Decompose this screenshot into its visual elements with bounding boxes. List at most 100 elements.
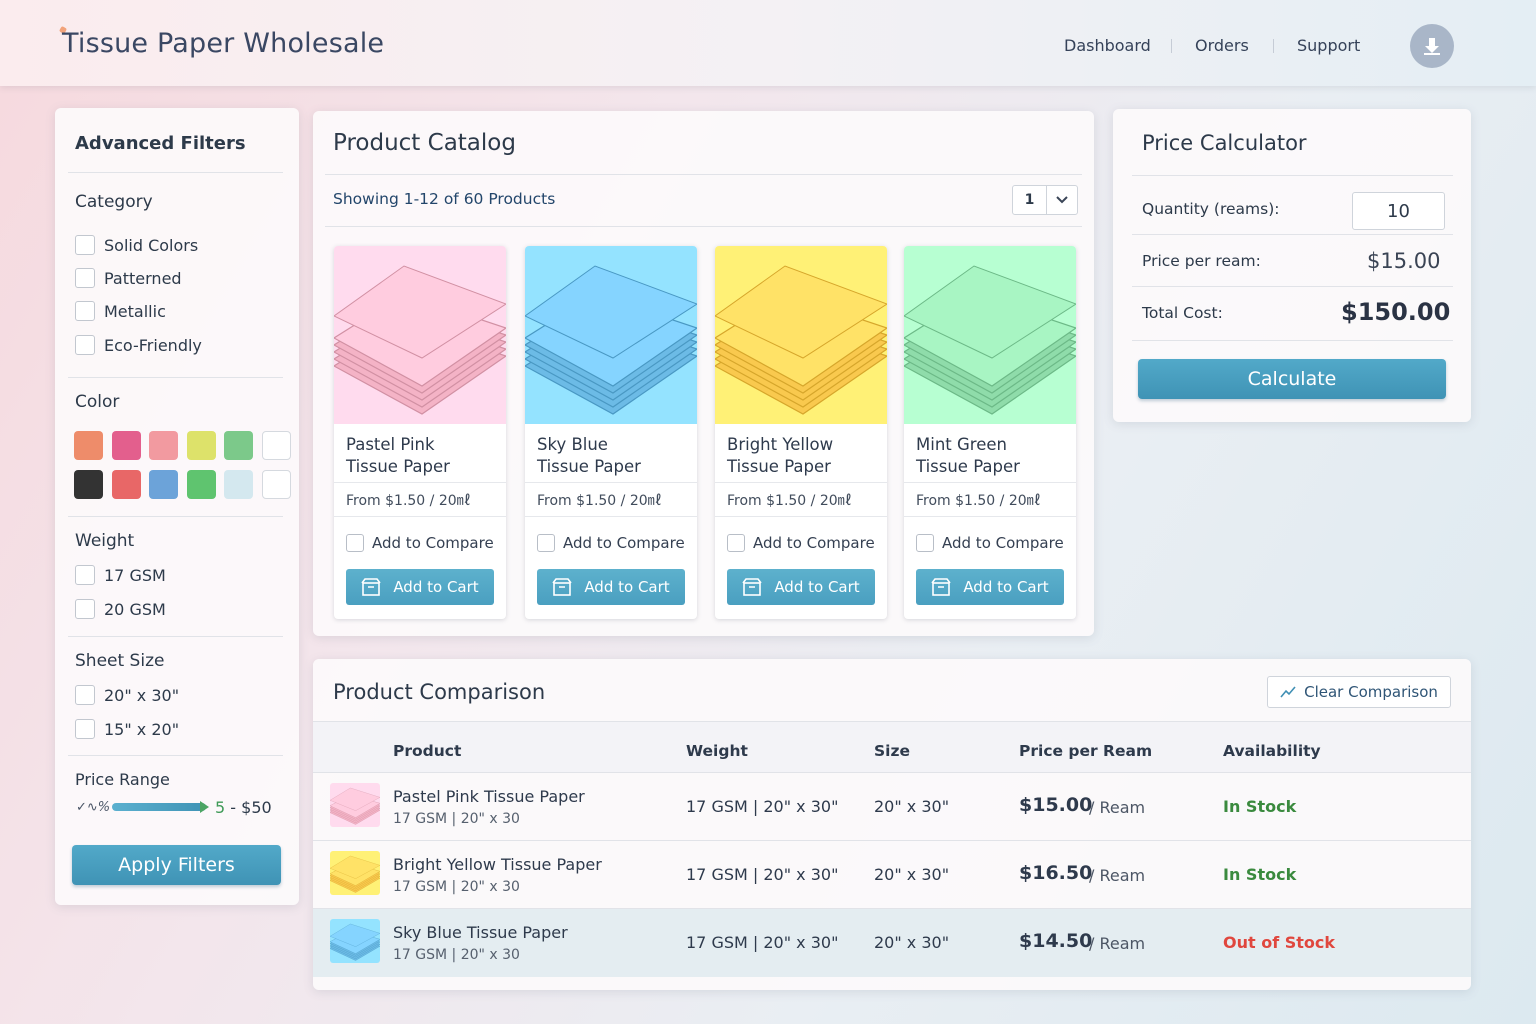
product-image[interactable]: [715, 246, 887, 424]
category-solid-label[interactable]: Solid Colors: [104, 236, 199, 255]
category-metallic-checkbox[interactable]: [75, 301, 95, 321]
size-20x30-label[interactable]: 20" x 30": [104, 686, 180, 705]
color-swatch[interactable]: [261, 470, 291, 499]
calculate-button[interactable]: Calculate: [1138, 359, 1446, 399]
add-to-cart-button[interactable]: Add to Cart: [727, 569, 875, 605]
add-to-cart-button[interactable]: Add to Cart: [916, 569, 1064, 605]
product-name[interactable]: Mint Green Tissue Paper: [916, 434, 1066, 478]
color-swatch[interactable]: [74, 431, 103, 460]
add-to-cart-label: Add to Cart: [393, 578, 479, 596]
weight-20gsm-checkbox[interactable]: [75, 599, 95, 619]
slider-handle-icon[interactable]: [200, 801, 209, 813]
page-number: 1: [1024, 192, 1035, 208]
price-range-sep: -: [225, 798, 242, 817]
product-name[interactable]: Bright Yellow Tissue Paper: [727, 434, 877, 478]
product-price: From $1.50 / 20㎖: [727, 493, 852, 509]
category-patterned-checkbox[interactable]: [75, 268, 95, 288]
cart-box-icon: [361, 578, 381, 596]
page-select[interactable]: 1: [1012, 185, 1078, 215]
color-swatch[interactable]: [224, 431, 253, 460]
size-15x20-checkbox[interactable]: [75, 719, 95, 739]
divider: [1132, 340, 1453, 341]
product-name[interactable]: Sky Blue Tissue Paper: [393, 923, 568, 942]
price-range-min: 5: [215, 798, 226, 817]
nav-dashboard[interactable]: Dashboard: [1064, 36, 1151, 55]
brand-title[interactable]: Tissue Paper Wholesale: [62, 28, 385, 59]
divider: [904, 516, 1076, 517]
category-heading: Category: [75, 192, 153, 212]
total-cost-value: $150.00: [1341, 298, 1451, 326]
compare-label[interactable]: Add to Compare: [372, 534, 494, 552]
table-row[interactable]: Sky Blue Tissue Paper 17 GSM | 20" x 30 17…: [313, 909, 1471, 977]
table-row[interactable]: Pastel Pink Tissue Paper 17 GSM | 20" x 3…: [313, 773, 1471, 841]
color-swatch[interactable]: [111, 431, 141, 460]
weight-17gsm-label[interactable]: 17 GSM: [104, 566, 166, 585]
size-value: 20" x 30": [874, 797, 950, 816]
compare-checkbox[interactable]: [346, 534, 364, 552]
table-row[interactable]: Bright Yellow Tissue Paper 17 GSM | 20" x…: [313, 841, 1471, 909]
price-value: $14.50: [1019, 930, 1093, 952]
add-to-cart-button[interactable]: Add to Cart: [346, 569, 494, 605]
color-swatch[interactable]: [261, 431, 291, 460]
user-avatar[interactable]: [1410, 24, 1454, 68]
color-swatch[interactable]: [111, 470, 141, 499]
color-swatch[interactable]: [149, 431, 178, 460]
divider: [1132, 286, 1453, 287]
price-range-value: 5 - $50: [215, 798, 272, 817]
divider: [525, 516, 697, 517]
product-name[interactable]: Pastel Pink Tissue Paper: [393, 787, 585, 806]
color-swatch[interactable]: [149, 470, 178, 499]
divider: [715, 516, 887, 517]
weight-20gsm-label[interactable]: 20 GSM: [104, 600, 166, 619]
category-metallic-label[interactable]: Metallic: [104, 302, 166, 321]
category-eco-checkbox[interactable]: [75, 335, 95, 355]
color-swatch[interactable]: [186, 431, 216, 460]
size-15x20-label[interactable]: 15" x 20": [104, 720, 180, 739]
compare-label[interactable]: Add to Compare: [753, 534, 875, 552]
category-patterned-label[interactable]: Patterned: [104, 269, 182, 288]
divider: [68, 755, 283, 756]
price-range-slider[interactable]: [112, 803, 206, 811]
category-solid-checkbox[interactable]: [75, 235, 95, 255]
nav-orders[interactable]: Orders: [1195, 36, 1249, 55]
calculator-title: Price Calculator: [1142, 131, 1307, 155]
product-image[interactable]: [334, 246, 506, 424]
compare-label[interactable]: Add to Compare: [563, 534, 685, 552]
clear-comparison-button[interactable]: Clear Comparison: [1267, 676, 1451, 708]
add-to-cart-button[interactable]: Add to Cart: [537, 569, 685, 605]
column-header-price: Price per Ream: [1019, 742, 1153, 760]
apply-filters-button[interactable]: Apply Filters: [72, 845, 281, 885]
compare-checkbox[interactable]: [916, 534, 934, 552]
compare-checkbox[interactable]: [537, 534, 555, 552]
availability-status: Out of Stock: [1223, 933, 1336, 952]
quantity-input[interactable]: 10: [1352, 192, 1445, 230]
size-20x30-checkbox[interactable]: [75, 685, 95, 705]
catalog-result-count: Showing 1-12 of 60 Products: [333, 190, 556, 208]
quantity-label: Quantity (reams):: [1142, 200, 1280, 218]
color-swatch[interactable]: [224, 470, 253, 499]
weight-value: 17 GSM | 20" x 30": [686, 933, 839, 952]
divider: [715, 482, 887, 483]
color-swatch[interactable]: [74, 470, 103, 499]
product-image[interactable]: [525, 246, 697, 424]
product-image[interactable]: [904, 246, 1076, 424]
product-card[interactable]: Bright Yellow Tissue Paper From $1.50 / 20…: [715, 246, 887, 619]
product-name-line1: Pastel Pink: [346, 435, 435, 454]
divider: [313, 772, 1471, 773]
nav-support[interactable]: Support: [1297, 36, 1361, 55]
weight-17gsm-checkbox[interactable]: [75, 565, 95, 585]
product-card[interactable]: Sky Blue Tissue Paper From $1.50 / 20㎖ Add …: [525, 246, 697, 619]
category-eco-label[interactable]: Eco-Friendly: [104, 336, 202, 355]
product-card[interactable]: Pastel Pink Tissue Paper From $1.50 / 20㎖ A…: [334, 246, 506, 619]
divider: [68, 377, 283, 378]
product-card[interactable]: Mint Green Tissue Paper From $1.50 / 20㎖ Ad…: [904, 246, 1076, 619]
product-name[interactable]: Bright Yellow Tissue Paper: [393, 855, 602, 874]
color-swatch[interactable]: [186, 470, 216, 499]
compare-checkbox[interactable]: [727, 534, 745, 552]
divider: [1046, 186, 1047, 214]
product-name[interactable]: Sky Blue Tissue Paper: [537, 434, 687, 478]
product-name[interactable]: Pastel Pink Tissue Paper: [346, 434, 496, 478]
cart-box-icon: [552, 578, 572, 596]
compare-label[interactable]: Add to Compare: [942, 534, 1064, 552]
product-price: From $1.50 / 20㎖: [537, 493, 662, 509]
